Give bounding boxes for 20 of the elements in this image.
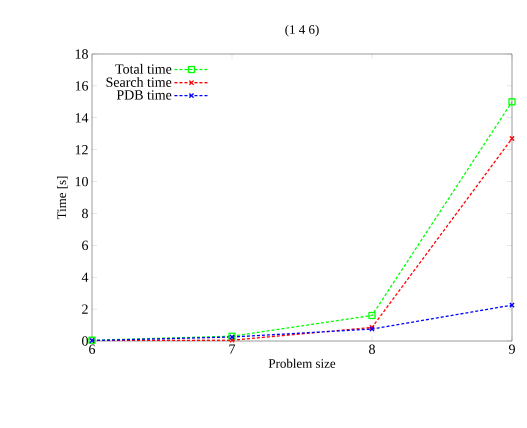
y-tick-label: 8 bbox=[82, 208, 88, 218]
legend-label: Total time bbox=[115, 64, 172, 74]
x-tick-label: 8 bbox=[369, 344, 375, 354]
y-tick-label: 2 bbox=[82, 304, 88, 314]
y-tick-label: 18 bbox=[76, 49, 88, 59]
chart-title: (1 4 6) bbox=[285, 24, 319, 36]
x-tick-label: 9 bbox=[508, 344, 515, 354]
x-tick-label: 6 bbox=[89, 344, 96, 354]
y-tick-label: 14 bbox=[76, 113, 88, 122]
legend-label: PDB time bbox=[116, 90, 172, 100]
x-tick-label: 7 bbox=[229, 344, 236, 354]
y-tick-label: 12 bbox=[76, 145, 88, 154]
y-axis-title: Time [s] bbox=[56, 176, 68, 220]
y-tick-label: 4 bbox=[82, 272, 88, 282]
y-tick-label: 16 bbox=[76, 81, 88, 91]
y-tick-label: 6 bbox=[82, 240, 88, 250]
legend-label: Search time bbox=[106, 77, 172, 87]
x-axis-title: Problem size bbox=[268, 358, 336, 368]
y-tick-label: 10 bbox=[76, 176, 88, 186]
y-tick-label: 0 bbox=[82, 336, 88, 346]
